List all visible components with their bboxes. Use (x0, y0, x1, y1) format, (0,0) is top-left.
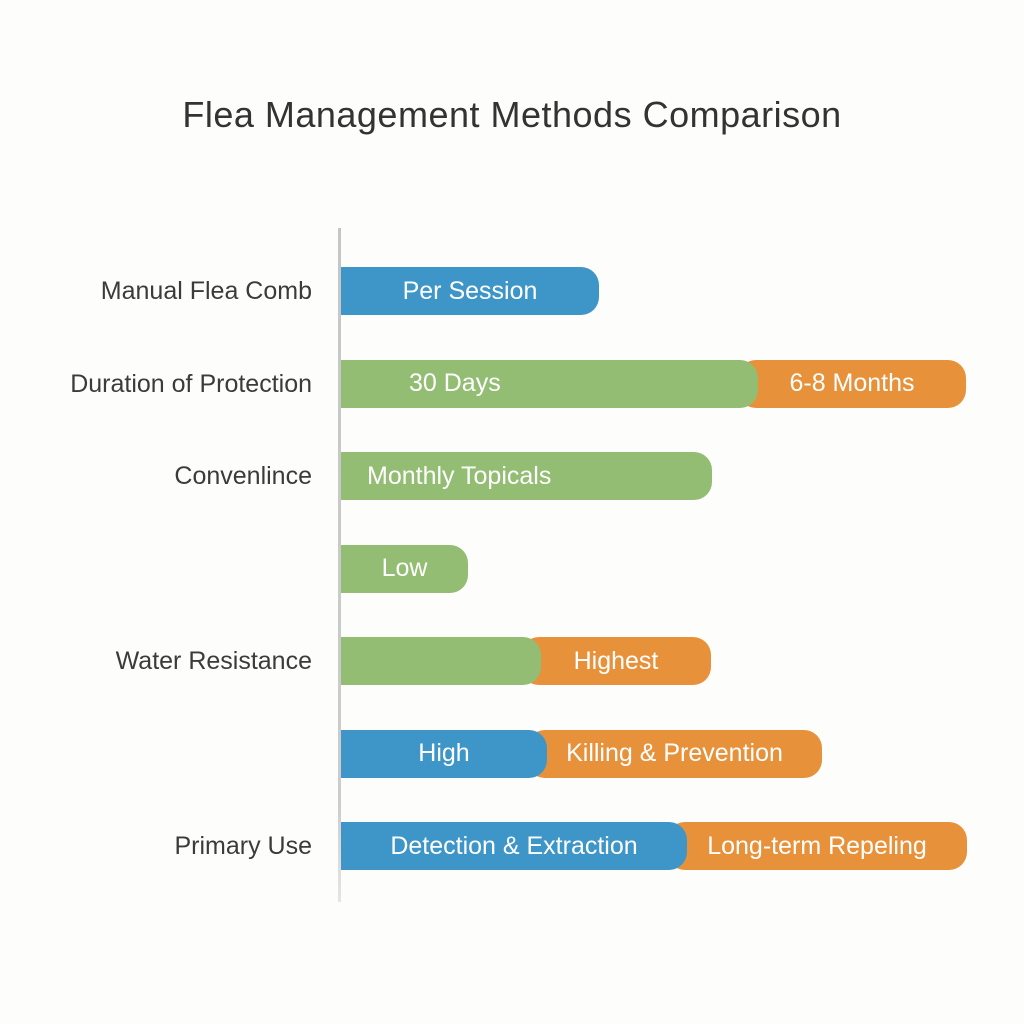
bar-segment-label: Detection & Extraction (390, 831, 638, 860)
bar-segment-label: Highest (573, 646, 659, 675)
row-label (0, 545, 312, 593)
bar-row: Detection & Extraction Long-term Repeling (341, 822, 1001, 870)
row-label: Duration of Protection (70, 369, 312, 398)
bar-segment-label: Long-term Repeling (707, 831, 927, 860)
bar-segment-label: 6-8 Months (789, 369, 915, 397)
bar-segment (341, 637, 541, 685)
bar-segment-label: Killing & Prevention (566, 739, 783, 767)
bar-segment: 6-8 Months (738, 359, 966, 408)
row-label: Water Resistance (115, 647, 312, 675)
bar-segment: Long-term Repeling (667, 822, 967, 870)
bar-segment-label: Per Session (402, 276, 538, 305)
bar-segment: High (341, 729, 547, 778)
bar-segment-label: High (418, 739, 470, 767)
bar-segment-label: Monthly Topicals (367, 461, 552, 490)
bar-row: Per Session (341, 267, 1001, 315)
row-label: Primary Use (174, 832, 312, 860)
row-label: Manual Flea Comb (100, 277, 312, 305)
bar-segment: Low (341, 544, 468, 593)
bar-row: Low (341, 544, 1001, 593)
row-label: Convenlince (174, 462, 312, 490)
category-labels: Manual Flea Comb Duration of Protection Co… (0, 228, 312, 870)
bar-row: High Killing & Prevention (341, 729, 1001, 778)
bar-segment: 30 Days (341, 359, 758, 408)
chart-title: Flea Management Methods Comparison (182, 94, 842, 135)
bar-segment-label: 30 Days (409, 369, 501, 397)
bar-segment: Highest (521, 637, 711, 685)
bar-segment: Detection & Extraction (341, 822, 687, 870)
bar-segment: Monthly Topicals (341, 452, 712, 500)
bar-segment: Killing & Prevention (527, 729, 822, 778)
bar-segment: Per Session (341, 267, 599, 315)
plot-area: Per Session 30 Days 6-8 Months Monthly Topi… (341, 228, 1001, 870)
bar-segment-label: Low (381, 554, 428, 582)
bar-row: Highest (341, 637, 1001, 685)
bar-row: Monthly Topicals (341, 452, 1001, 500)
bar-row: 30 Days 6-8 Months (341, 359, 1001, 408)
row-label (0, 730, 312, 778)
y-axis-line (338, 228, 341, 902)
